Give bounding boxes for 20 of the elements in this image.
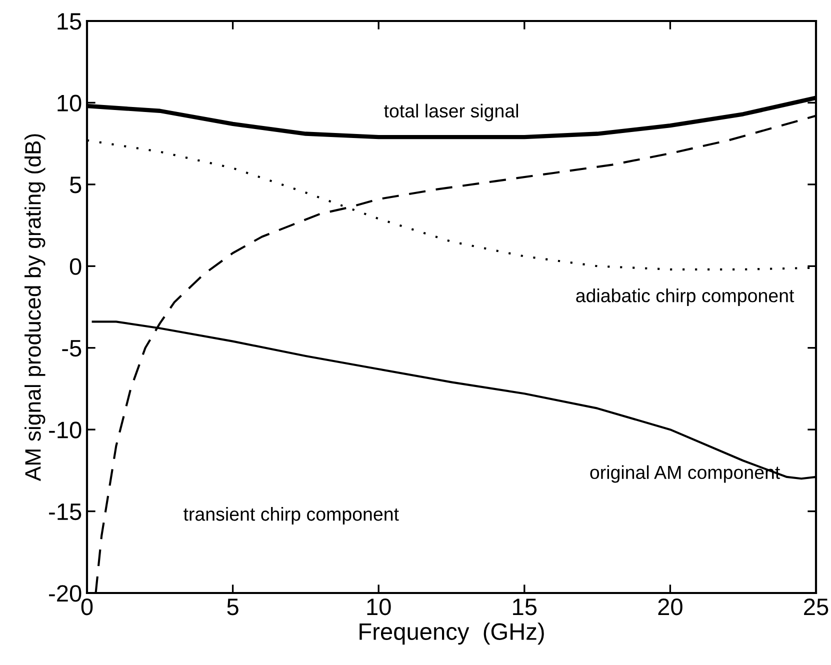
annotation: transient chirp component <box>184 507 399 525</box>
y-tick-label: -10 <box>49 422 82 438</box>
x-tick-label: 25 <box>804 598 828 616</box>
annotation: adiabatic chirp component <box>576 288 794 306</box>
annotation: original AM component <box>590 465 780 483</box>
y-tick-label: 10 <box>58 94 82 112</box>
x-tick-label: 5 <box>227 598 238 616</box>
y-tick-label: 15 <box>58 13 82 30</box>
y-tick-label: -15 <box>49 504 82 520</box>
x-tick-label: 10 <box>367 598 391 616</box>
x-tick-label: 20 <box>658 598 682 616</box>
x-axis-title: Frequency (GHz) <box>360 622 544 645</box>
y-axis-title: AM signal produced by grating (dB) <box>24 134 46 482</box>
x-tick-label: 0 <box>81 598 93 616</box>
y-tick-label: -20 <box>49 585 82 602</box>
y-tick-label: 0 <box>70 258 82 275</box>
y-tick-label: 5 <box>70 176 82 194</box>
y-tick-label: -5 <box>62 340 82 357</box>
x-tick-label: 15 <box>513 598 537 616</box>
annotation: total laser signal <box>384 104 518 122</box>
